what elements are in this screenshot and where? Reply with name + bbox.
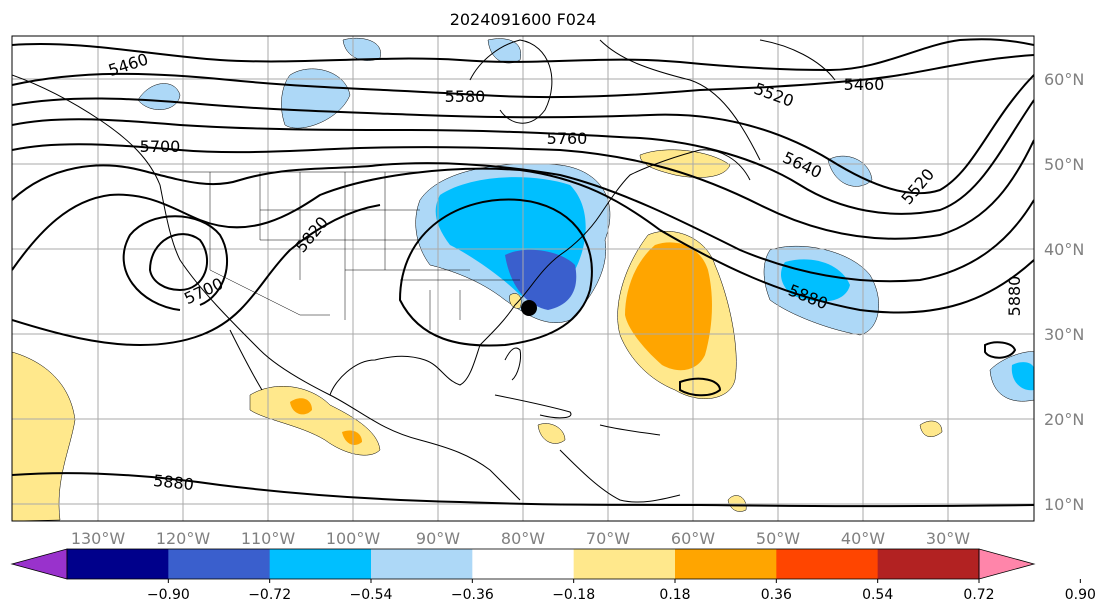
colorbar-tick-label: −0.18 <box>552 587 595 603</box>
colorbar-segment <box>675 549 777 579</box>
coastlines <box>12 39 836 503</box>
map-frame <box>11 35 1035 522</box>
lon-label: 110°W <box>241 529 296 548</box>
lon-label: 130°W <box>71 529 126 548</box>
colorbar-segment <box>776 549 879 579</box>
colorbar-extend-low <box>10 548 68 580</box>
colorbar-tick-label: 0.54 <box>862 587 893 603</box>
lat-label: 20°N <box>1044 410 1084 429</box>
shade-light-blue <box>342 37 381 61</box>
lon-label: 50°W <box>756 529 800 548</box>
contour-label: 5880 <box>152 471 194 494</box>
height-contours <box>12 38 1034 508</box>
storm-marker <box>521 300 537 316</box>
colorbar-tick-label: −0.36 <box>451 587 494 603</box>
contour-label: 5700 <box>140 137 181 156</box>
map-panel <box>11 35 1035 522</box>
shade-orange <box>625 242 712 371</box>
colorbar-segment <box>472 549 575 579</box>
lon-label: 30°W <box>926 529 970 548</box>
colorbar-tick-label: 0.18 <box>659 587 690 603</box>
colorbar-tick-label: 0.90 <box>1065 587 1096 603</box>
lon-label: 100°W <box>326 529 381 548</box>
shade-light-blue <box>281 68 351 129</box>
lon-label: 60°W <box>671 529 715 548</box>
longitude-labels: 130°W 120°W 110°W 100°W 90°W 80°W 70°W 6… <box>71 529 970 548</box>
colorbar-frame <box>66 548 980 580</box>
colorbar <box>10 548 1036 580</box>
contour-label: 5580 <box>445 87 486 106</box>
shade-yellow <box>919 420 943 437</box>
lon-label: 120°W <box>156 529 211 548</box>
shade-light-blue <box>137 83 181 110</box>
colorbar-extend-high <box>978 548 1036 580</box>
colorbar-tick-labels: −0.90 −0.72 −0.54 −0.36 −0.18 0.18 0.36 0.54 0.7… <box>147 579 1096 603</box>
lon-label: 70°W <box>586 529 630 548</box>
colorbar-segment <box>269 549 372 579</box>
colorbar-tick-label: 0.36 <box>761 587 792 603</box>
colorbar-segment <box>67 549 169 579</box>
contour-label: 5880 <box>1005 276 1024 317</box>
contour-label: 5760 <box>547 129 588 148</box>
shade-orange <box>290 398 312 415</box>
colorbar-tick-label: −0.90 <box>147 587 190 603</box>
map-title: 2024091600 F024 <box>450 10 597 29</box>
shade-yellow <box>509 293 522 309</box>
colorbar-segment <box>371 549 473 579</box>
lon-label: 80°W <box>501 529 545 548</box>
shade-light-blue <box>487 38 522 64</box>
lat-label: 60°N <box>1044 70 1084 89</box>
colorbar-tick-label: −0.72 <box>248 587 291 603</box>
lat-label: 40°N <box>1044 240 1084 259</box>
colorbar-segment <box>573 549 676 579</box>
shade-orange <box>342 430 362 445</box>
colorbar-tick-label: −0.54 <box>350 587 393 603</box>
shade-yellow <box>12 351 76 521</box>
lat-label: 30°N <box>1044 325 1084 344</box>
lat-label: 50°N <box>1044 155 1084 174</box>
lat-label: 10°N <box>1044 495 1084 514</box>
lon-label: 90°W <box>416 529 460 548</box>
colorbar-segment <box>877 549 980 579</box>
latitude-labels: 60°N 50°N 40°N 30°N 20°N 10°N <box>1044 70 1084 514</box>
lon-label: 40°W <box>841 529 885 548</box>
contour-label: 5460 <box>844 75 885 94</box>
shade-yellow <box>537 423 566 444</box>
colorbar-tick-label: 0.72 <box>963 587 994 603</box>
colorbar-segment <box>168 549 271 579</box>
shade-blue <box>1011 362 1034 391</box>
shading-layer <box>12 37 1034 521</box>
